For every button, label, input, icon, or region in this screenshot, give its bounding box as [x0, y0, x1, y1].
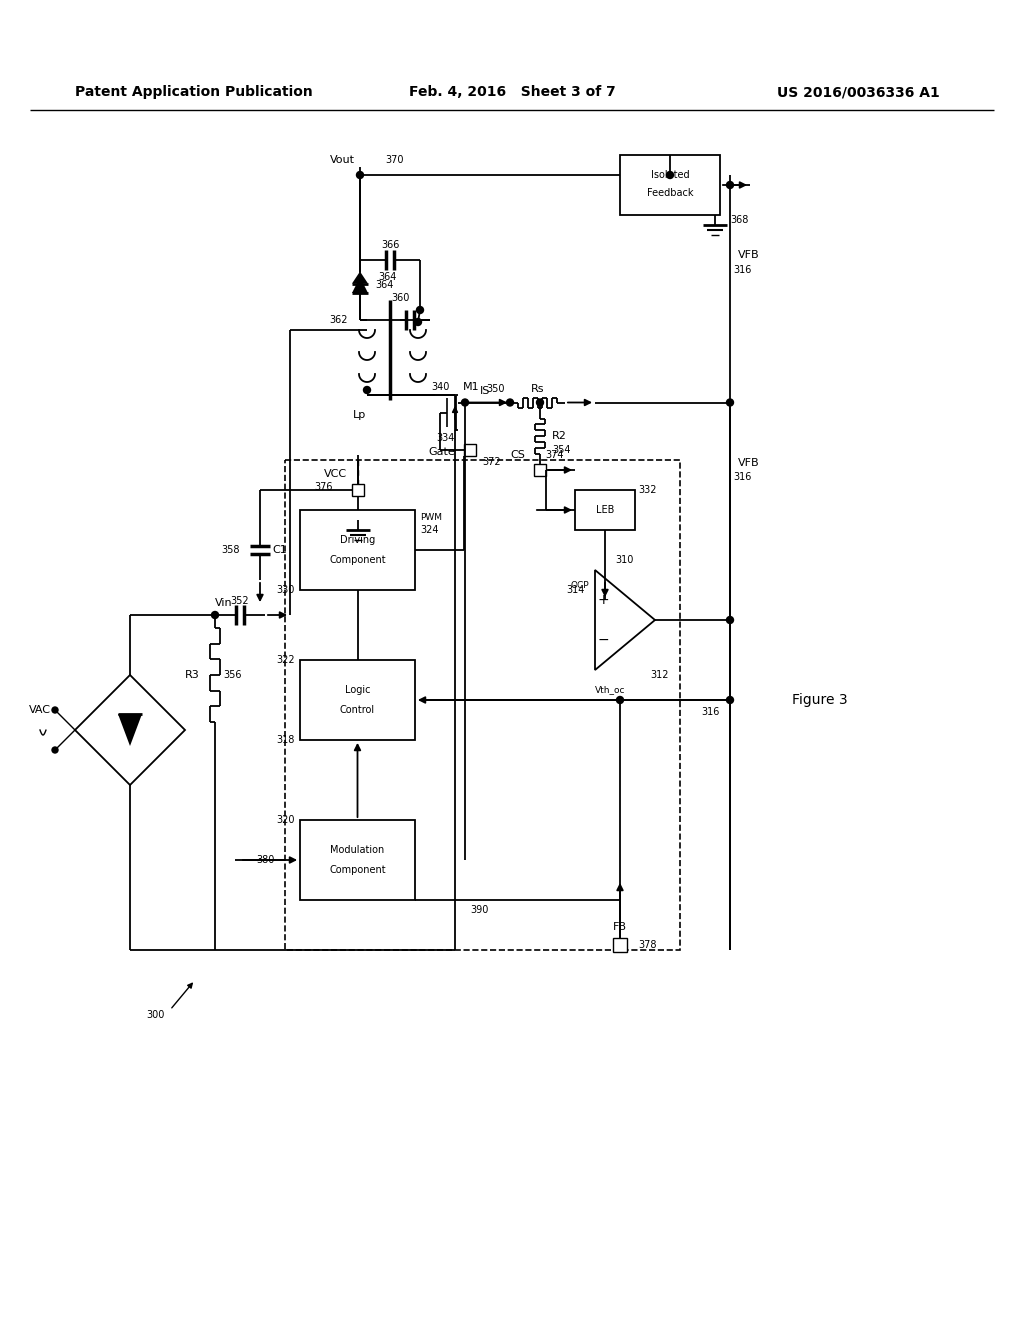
Text: 376: 376: [314, 482, 333, 492]
Text: 318: 318: [276, 735, 295, 744]
Text: 362: 362: [330, 315, 348, 325]
Text: Component: Component: [329, 865, 386, 875]
Text: 372: 372: [482, 457, 501, 467]
Text: 358: 358: [221, 545, 240, 554]
Text: Isolated: Isolated: [650, 170, 689, 180]
Text: Figure 3: Figure 3: [793, 693, 848, 708]
Text: 350: 350: [486, 384, 505, 393]
Circle shape: [364, 387, 371, 393]
Text: FB: FB: [613, 921, 627, 932]
Circle shape: [616, 697, 624, 704]
Text: 320: 320: [276, 814, 295, 825]
Polygon shape: [595, 570, 655, 671]
Text: Feb. 4, 2016   Sheet 3 of 7: Feb. 4, 2016 Sheet 3 of 7: [409, 84, 615, 99]
Circle shape: [462, 399, 469, 407]
Text: Driving: Driving: [340, 535, 375, 545]
Text: Vth_oc: Vth_oc: [595, 685, 626, 694]
Text: 310: 310: [615, 554, 634, 565]
Text: 378: 378: [638, 940, 656, 950]
Text: 354: 354: [552, 445, 570, 455]
Text: Vout: Vout: [330, 154, 355, 165]
Text: 360: 360: [391, 293, 410, 304]
Text: 352: 352: [230, 597, 249, 606]
Bar: [300, 660, 415, 741]
Text: 366: 366: [381, 240, 399, 249]
Circle shape: [726, 616, 733, 623]
Bar: [285, 459, 680, 950]
Text: OCP: OCP: [570, 581, 590, 590]
Text: Rs: Rs: [530, 384, 544, 393]
Text: VCC: VCC: [325, 469, 347, 479]
Circle shape: [726, 697, 733, 704]
Circle shape: [356, 172, 364, 178]
Text: Logic: Logic: [345, 685, 371, 696]
Text: 332: 332: [638, 484, 656, 495]
Text: M1: M1: [463, 381, 479, 392]
Polygon shape: [75, 675, 185, 785]
Text: 334: 334: [436, 433, 455, 444]
Text: 380: 380: [257, 855, 275, 865]
Circle shape: [537, 399, 544, 407]
Polygon shape: [118, 714, 142, 746]
Text: 322: 322: [276, 655, 295, 665]
Bar: [613, 939, 627, 952]
Text: 316: 316: [733, 473, 752, 483]
Circle shape: [212, 611, 218, 619]
Text: US 2016/0036336 A1: US 2016/0036336 A1: [777, 84, 940, 99]
Text: 324: 324: [420, 525, 438, 535]
Text: Vin: Vin: [215, 598, 232, 609]
Text: 356: 356: [223, 671, 242, 680]
Text: 364: 364: [378, 272, 396, 282]
Text: +: +: [597, 593, 609, 607]
Bar: [300, 510, 415, 590]
Text: 340: 340: [432, 381, 450, 392]
Circle shape: [52, 708, 58, 713]
Text: Gate: Gate: [428, 447, 455, 457]
Text: Patent Application Publication: Patent Application Publication: [75, 84, 312, 99]
Bar: [575, 490, 635, 531]
Text: VAC: VAC: [29, 705, 51, 715]
Bar: [464, 444, 476, 455]
Text: 364: 364: [375, 280, 393, 290]
Text: PWM: PWM: [420, 513, 442, 523]
Text: 370: 370: [385, 154, 403, 165]
Circle shape: [417, 306, 424, 314]
Text: 316: 316: [700, 708, 719, 717]
Circle shape: [667, 172, 674, 178]
Text: Component: Component: [329, 554, 386, 565]
Text: Feedback: Feedback: [647, 187, 693, 198]
Bar: [620, 154, 720, 215]
Text: VFB: VFB: [738, 249, 760, 260]
Circle shape: [726, 181, 733, 189]
Text: −: −: [597, 634, 609, 647]
Circle shape: [52, 747, 58, 752]
Circle shape: [726, 399, 733, 407]
Bar: [534, 465, 546, 477]
Bar: [351, 484, 364, 496]
Text: 374: 374: [545, 450, 563, 459]
Circle shape: [415, 318, 422, 326]
Text: LEB: LEB: [596, 506, 614, 515]
Text: R2: R2: [552, 432, 567, 441]
Text: R3: R3: [185, 671, 200, 680]
Text: Lp: Lp: [353, 411, 367, 420]
Text: 312: 312: [650, 671, 670, 680]
Polygon shape: [352, 277, 368, 293]
Text: CS: CS: [510, 450, 525, 459]
Text: 316: 316: [733, 265, 752, 275]
Text: 330: 330: [276, 585, 295, 595]
Circle shape: [507, 399, 513, 407]
Text: 368: 368: [730, 215, 749, 224]
Text: 390: 390: [470, 906, 488, 915]
Text: 314: 314: [566, 585, 585, 595]
Bar: [300, 820, 415, 900]
Text: C1: C1: [272, 545, 287, 554]
Polygon shape: [352, 272, 368, 284]
Text: 300: 300: [146, 1010, 165, 1020]
Text: VFB: VFB: [738, 458, 760, 467]
Text: Modulation: Modulation: [331, 845, 385, 855]
Text: Control: Control: [340, 705, 375, 715]
Text: IS: IS: [480, 385, 490, 396]
